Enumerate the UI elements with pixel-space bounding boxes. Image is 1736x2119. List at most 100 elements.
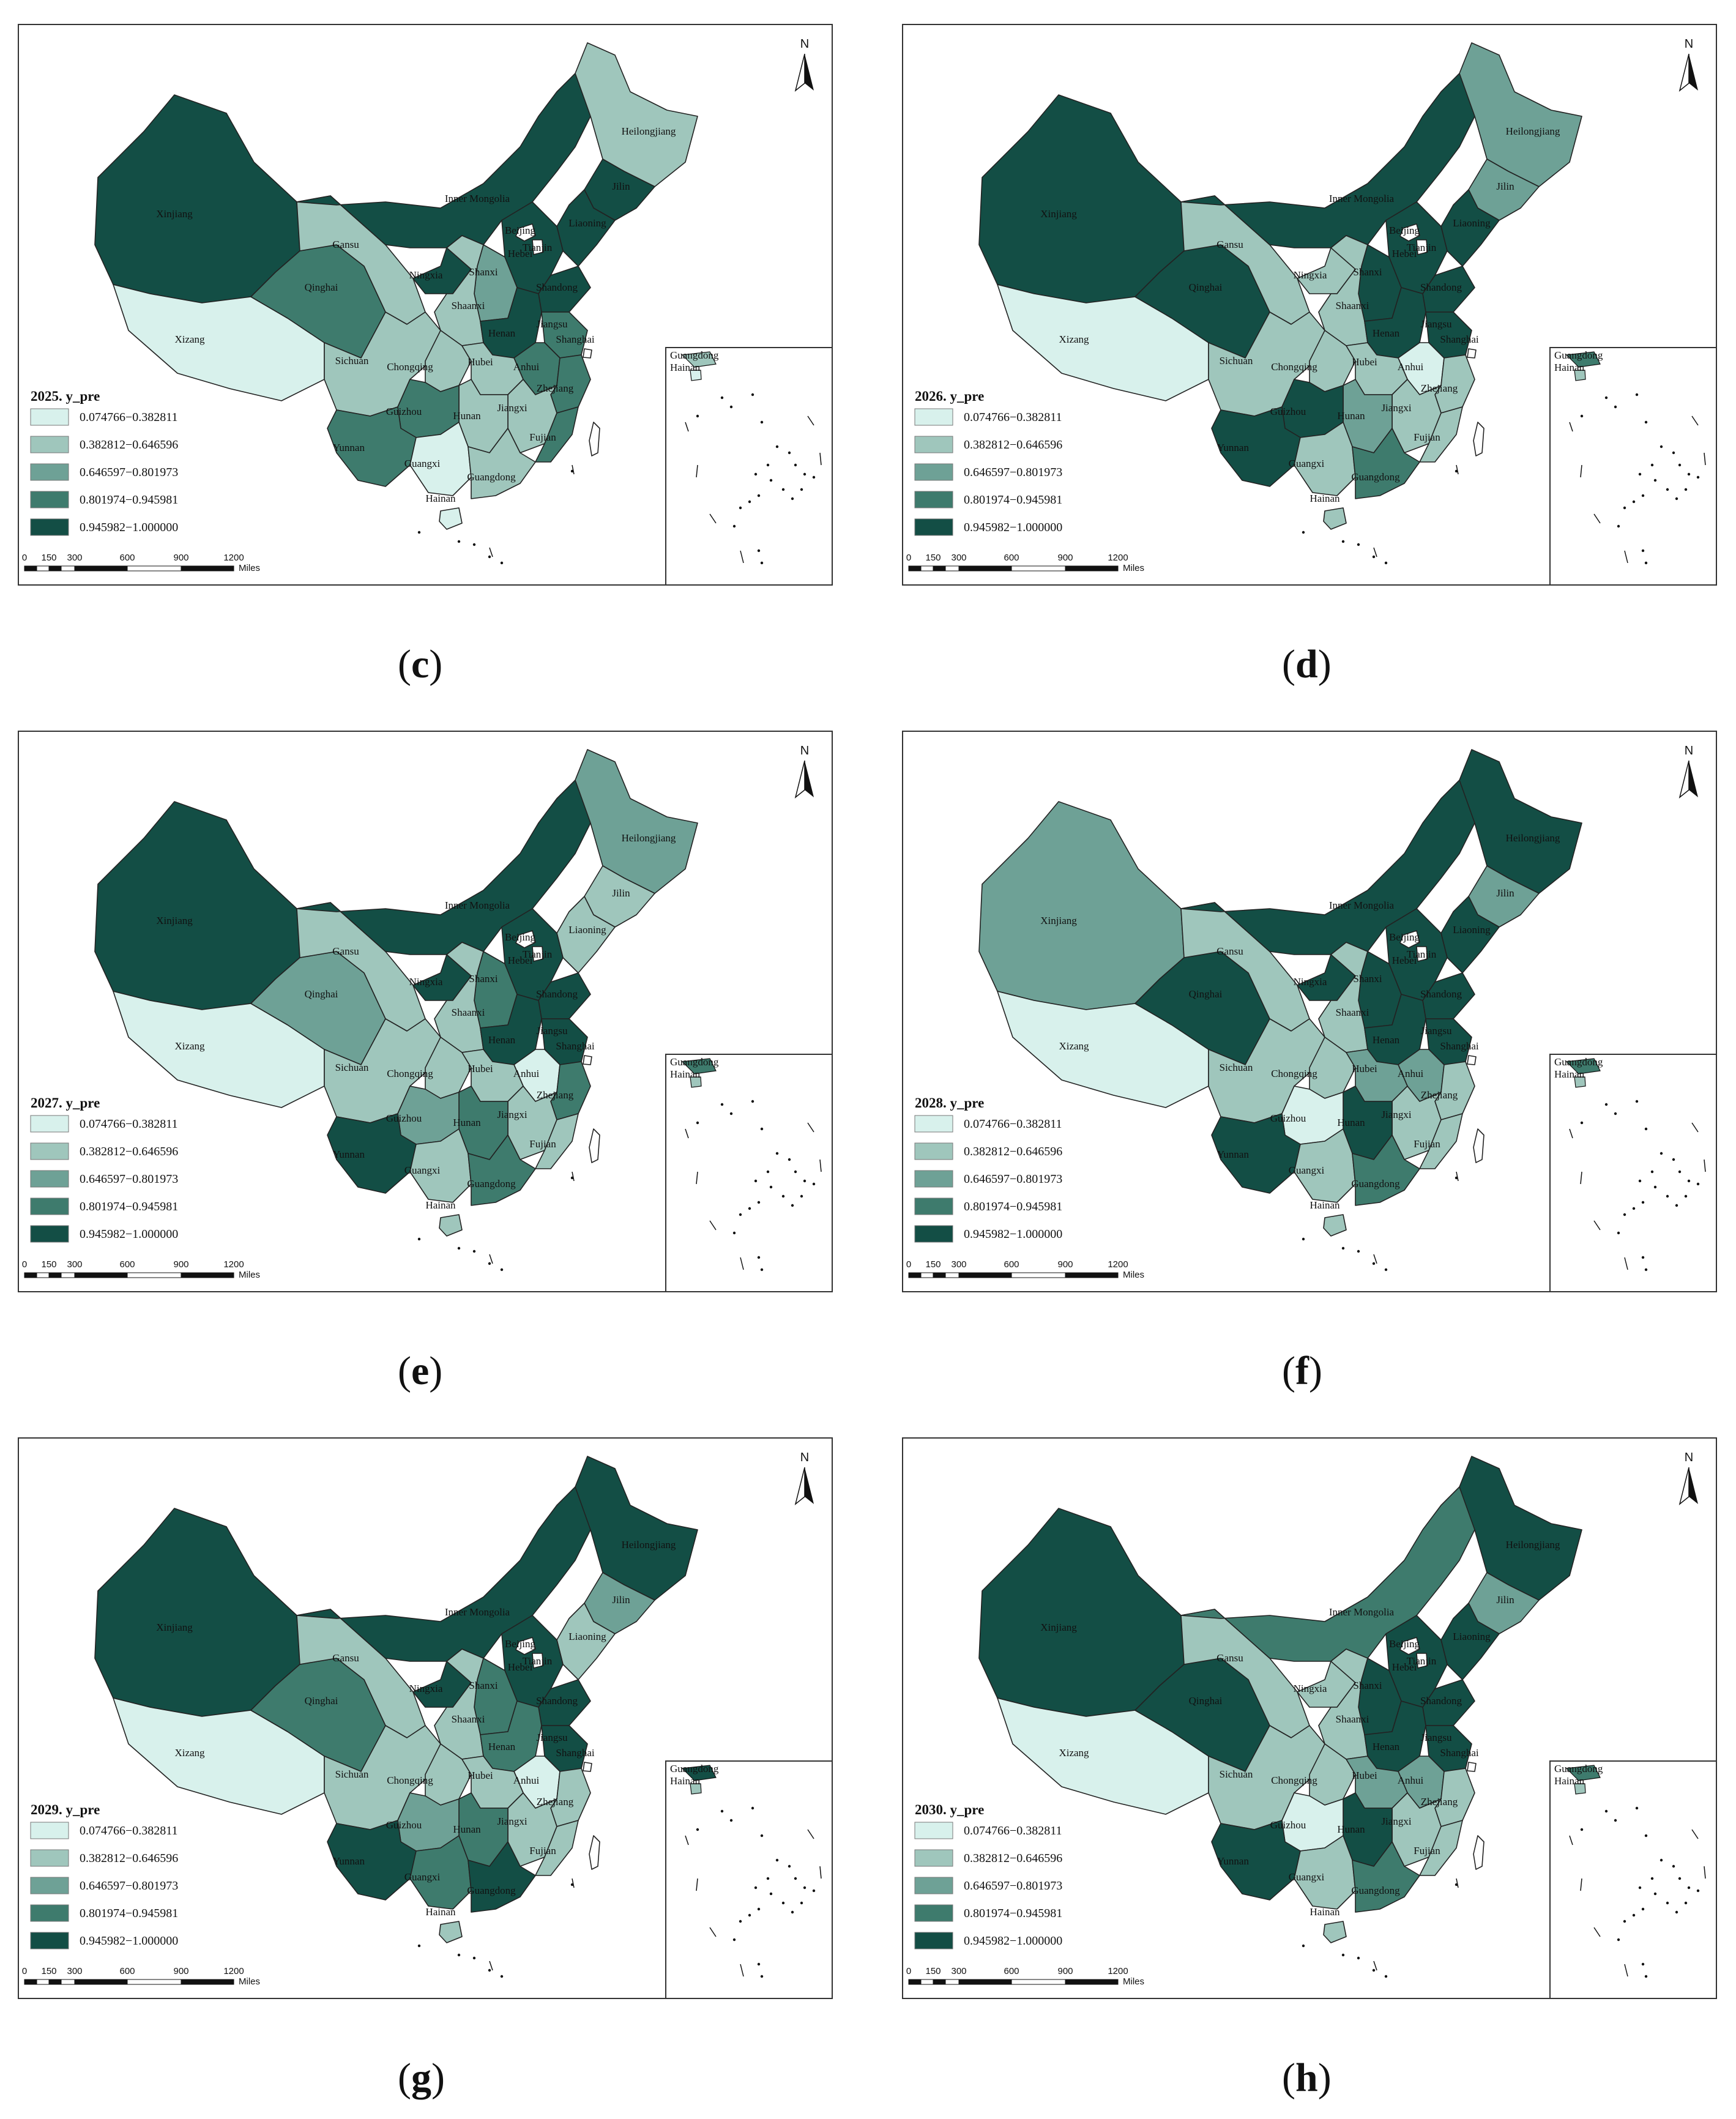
- island-marker: [1341, 1953, 1345, 1957]
- province-guangdong: [1352, 1134, 1420, 1206]
- inset-label-guangdong: Guangdong: [1554, 349, 1603, 361]
- scale-bar-segment: [127, 1979, 182, 1985]
- label-hainan: Hainan: [1309, 1906, 1340, 1918]
- inset-label-guangdong: Guangdong: [670, 1056, 719, 1068]
- scale-bar-segment: [48, 565, 62, 572]
- legend-title: 2025. y_pre: [31, 389, 100, 404]
- inset-island: [1675, 1910, 1678, 1914]
- inset-label-hainan: Hainan: [1554, 1068, 1585, 1080]
- legend-label-2: 0.382812−0.646596: [964, 1852, 1062, 1865]
- label-sichuan: Sichuan: [335, 355, 369, 367]
- inset-boundary-dash: [709, 1927, 717, 1937]
- province-labels: Xinjiang Xizang Qinghai Gansu Inner Mongolia…: [1040, 125, 1560, 504]
- inset-island: [1604, 1809, 1608, 1813]
- scale-bar-segment: [48, 1979, 62, 1985]
- inset-island: [1666, 1194, 1669, 1198]
- legend-swatch-3: [30, 463, 69, 481]
- inset-frame: [665, 347, 833, 586]
- inset-island: [754, 1886, 758, 1890]
- province-taiwan: [1473, 422, 1485, 456]
- label-henan: Henan: [1373, 1034, 1400, 1046]
- inset-boundary-dash: [1580, 464, 1582, 478]
- label-shanxi: Shanxi: [1353, 1680, 1382, 1691]
- label-jiangsu: Jiangsu: [537, 1025, 568, 1037]
- label-fujian: Fujian: [529, 431, 556, 443]
- inset-island: [1638, 1886, 1642, 1890]
- label-hunan: Hunan: [1337, 1117, 1365, 1128]
- scale-bar-segment: [24, 565, 37, 572]
- inset-boundary-dash: [1691, 1829, 1699, 1839]
- label-guangxi: Guangxi: [1289, 1871, 1325, 1883]
- label-gansu: Gansu: [1216, 1652, 1243, 1664]
- scale-tick-label: 900: [173, 1966, 188, 1976]
- label-chongqing: Chongqing: [1271, 1068, 1317, 1079]
- inset-island: [732, 524, 736, 528]
- label-shanghai: Shanghai: [1440, 1040, 1479, 1052]
- inset-boundary-dash: [1691, 415, 1699, 426]
- province-layer: [978, 1456, 1582, 1943]
- label-liaoning: Liaoning: [568, 1631, 606, 1642]
- inset-island: [757, 494, 761, 497]
- label-xinjiang: Xinjiang: [156, 208, 193, 220]
- scale-bar-segment: [933, 1979, 946, 1985]
- scale-bar-segment: [181, 1979, 234, 1985]
- label-shaanxi: Shaanxi: [452, 1007, 485, 1018]
- scale-bar-segment: [127, 565, 182, 572]
- inset-boundary-dash: [1580, 1878, 1582, 1891]
- label-jiangsu: Jiangsu: [1421, 1732, 1453, 1743]
- caption-d: (d): [1282, 642, 1332, 687]
- label-heilongjiang: Heilongjiang: [622, 1539, 676, 1551]
- label-guangdong: Guangdong: [467, 471, 516, 483]
- inset-island: [800, 1194, 803, 1198]
- label-guangxi: Guangxi: [404, 1871, 441, 1883]
- inset-island: [757, 1201, 761, 1204]
- label-anhui: Anhui: [513, 1775, 540, 1786]
- label-xizang: Xizang: [174, 1747, 205, 1759]
- inset-island: [1678, 1877, 1682, 1880]
- scale-bar-segment: [61, 565, 75, 572]
- inset-island: [754, 1179, 758, 1183]
- inset-island: [1580, 1121, 1584, 1125]
- label-inner-mongolia: Inner Mongolia: [1329, 1606, 1395, 1618]
- inset-guangdong: [1565, 1058, 1601, 1074]
- legend-title: 2026. y_pre: [915, 389, 984, 404]
- label-hebei: Hebei: [508, 248, 533, 259]
- inset-island: [1644, 561, 1648, 565]
- inset-island: [1650, 463, 1654, 467]
- province-beijing: [1399, 223, 1420, 242]
- legend-label-3: 0.646597−0.801973: [80, 1172, 178, 1186]
- inset-island: [739, 1920, 742, 1923]
- province-layer: [978, 749, 1582, 1237]
- map-panel-f: Xinjiang Xizang Qinghai Gansu Inner Mongolia…: [902, 731, 1717, 1292]
- label-jilin: Jilin: [1496, 887, 1514, 899]
- island-marker: [1384, 1975, 1388, 1978]
- label-shandong: Shandong: [1420, 281, 1462, 293]
- inset-label-hainan: Hainan: [670, 362, 701, 373]
- label-hunan: Hunan: [453, 1823, 481, 1835]
- inset-boundary-dash: [696, 1878, 698, 1891]
- inset-island: [1623, 1920, 1626, 1923]
- inset-island: [1644, 420, 1648, 424]
- label-ningxia: Ningxia: [1294, 269, 1327, 281]
- boundary-dash: [572, 1171, 575, 1182]
- label-xinjiang: Xinjiang: [1040, 1622, 1077, 1633]
- inset-boundary-dash: [819, 1866, 822, 1879]
- province-tianjin: [532, 946, 544, 962]
- label-fujian: Fujian: [1414, 431, 1440, 443]
- inset-island: [751, 1100, 754, 1103]
- island-marker: [472, 1249, 476, 1253]
- inset-island: [696, 1828, 699, 1831]
- label-shanghai: Shanghai: [1440, 1747, 1479, 1759]
- scale-bar-segment: [24, 1272, 37, 1278]
- label-anhui: Anhui: [1398, 1068, 1424, 1079]
- province-taiwan: [589, 1835, 600, 1870]
- label-qinghai: Qinghai: [305, 1695, 338, 1707]
- inset-island: [1687, 472, 1691, 476]
- island-marker: [417, 1944, 421, 1948]
- north-arrow-icon: [1689, 761, 1698, 797]
- legend: 2029. y_pre 0.074766−0.382811 0.382812−0.6…: [30, 1802, 178, 1950]
- north-arrow-icon: [805, 1467, 814, 1504]
- label-anhui: Anhui: [513, 361, 540, 373]
- label-fujian: Fujian: [1414, 1845, 1440, 1856]
